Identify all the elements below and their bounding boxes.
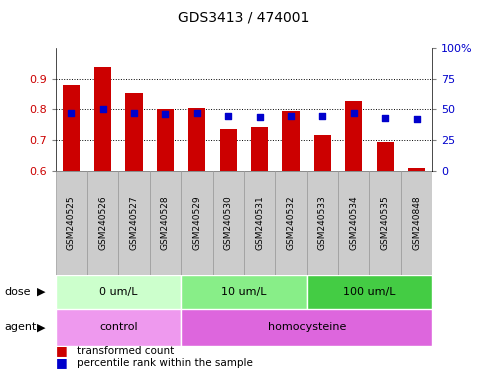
Bar xyxy=(181,309,432,346)
Text: GSM240526: GSM240526 xyxy=(98,195,107,250)
Bar xyxy=(244,171,275,275)
Bar xyxy=(369,171,401,275)
Text: 100 um/L: 100 um/L xyxy=(343,287,396,297)
Bar xyxy=(401,171,432,275)
Bar xyxy=(251,127,268,171)
Text: GSM240534: GSM240534 xyxy=(349,195,358,250)
Point xyxy=(382,115,389,121)
Text: ■: ■ xyxy=(56,344,67,357)
Bar xyxy=(63,86,80,171)
Point xyxy=(319,113,327,119)
Bar xyxy=(307,171,338,275)
Bar xyxy=(56,275,181,309)
Bar xyxy=(408,168,425,171)
Text: ▶: ▶ xyxy=(37,322,45,333)
Text: GDS3413 / 474001: GDS3413 / 474001 xyxy=(178,10,310,24)
Bar xyxy=(314,135,331,171)
Text: GSM240533: GSM240533 xyxy=(318,195,327,250)
Point xyxy=(68,109,75,116)
Point xyxy=(99,106,107,113)
Bar xyxy=(307,275,432,309)
Bar xyxy=(345,101,362,171)
Bar xyxy=(181,275,307,309)
Bar xyxy=(188,108,205,171)
Text: percentile rank within the sample: percentile rank within the sample xyxy=(77,358,253,368)
Text: GSM240525: GSM240525 xyxy=(67,195,76,250)
Text: GSM240529: GSM240529 xyxy=(192,195,201,250)
Text: GSM240527: GSM240527 xyxy=(129,195,139,250)
Bar xyxy=(220,129,237,171)
Point xyxy=(161,111,170,117)
Bar xyxy=(157,109,174,171)
Bar xyxy=(126,93,142,171)
Bar xyxy=(213,171,244,275)
Bar xyxy=(377,142,394,171)
Point xyxy=(193,109,201,116)
Text: ▶: ▶ xyxy=(37,287,45,297)
Text: GSM240528: GSM240528 xyxy=(161,195,170,250)
Text: dose: dose xyxy=(5,287,31,297)
Point xyxy=(256,113,264,119)
Text: 10 um/L: 10 um/L xyxy=(221,287,267,297)
Point xyxy=(350,109,357,116)
Point xyxy=(130,110,138,116)
Point xyxy=(287,113,295,119)
Text: GSM240532: GSM240532 xyxy=(286,195,296,250)
Text: GSM240531: GSM240531 xyxy=(255,195,264,250)
Bar xyxy=(87,171,118,275)
Text: ■: ■ xyxy=(56,356,67,369)
Bar xyxy=(150,171,181,275)
Text: 0 um/L: 0 um/L xyxy=(99,287,138,297)
Bar xyxy=(275,171,307,275)
Bar xyxy=(94,67,111,171)
Bar xyxy=(56,171,87,275)
Text: GSM240535: GSM240535 xyxy=(381,195,390,250)
Text: agent: agent xyxy=(5,322,37,333)
Bar xyxy=(283,111,299,171)
Bar xyxy=(181,171,213,275)
Bar xyxy=(338,171,369,275)
Bar xyxy=(56,309,181,346)
Text: control: control xyxy=(99,322,138,333)
Text: GSM240530: GSM240530 xyxy=(224,195,233,250)
Point xyxy=(412,116,420,122)
Bar xyxy=(118,171,150,275)
Text: homocysteine: homocysteine xyxy=(268,322,346,333)
Text: transformed count: transformed count xyxy=(77,346,174,356)
Text: GSM240848: GSM240848 xyxy=(412,195,421,250)
Point xyxy=(224,113,232,119)
